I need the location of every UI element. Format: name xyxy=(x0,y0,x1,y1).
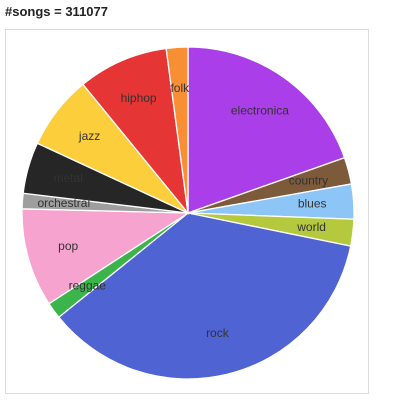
pie-slice-folk xyxy=(165,46,189,214)
pie-slice-pop xyxy=(21,208,191,305)
pie-slice-rock xyxy=(57,212,352,380)
slice-label-blues: blues xyxy=(298,197,327,211)
pie-labels: electronica country blues world rock reggae po… xyxy=(37,81,328,340)
pie-slice-hiphop xyxy=(82,47,189,216)
slice-label-jazz: jazz xyxy=(78,129,100,143)
chart-title: #songs = 311077 xyxy=(5,4,108,19)
slice-label-electronica: electronica xyxy=(231,104,289,118)
pie-slices xyxy=(21,46,355,380)
slice-label-country: country xyxy=(289,173,328,187)
slice-label-folk: folk xyxy=(170,81,190,95)
slice-label-orchestral: orchestral xyxy=(37,196,90,210)
slice-label-metal: metal xyxy=(54,171,83,185)
slice-label-reggae: reggae xyxy=(69,278,107,292)
slice-label-rock: rock xyxy=(206,326,230,340)
slice-label-hiphop: hiphop xyxy=(121,91,157,105)
slice-label-pop: pop xyxy=(58,239,78,253)
slice-label-world: world xyxy=(296,220,326,234)
